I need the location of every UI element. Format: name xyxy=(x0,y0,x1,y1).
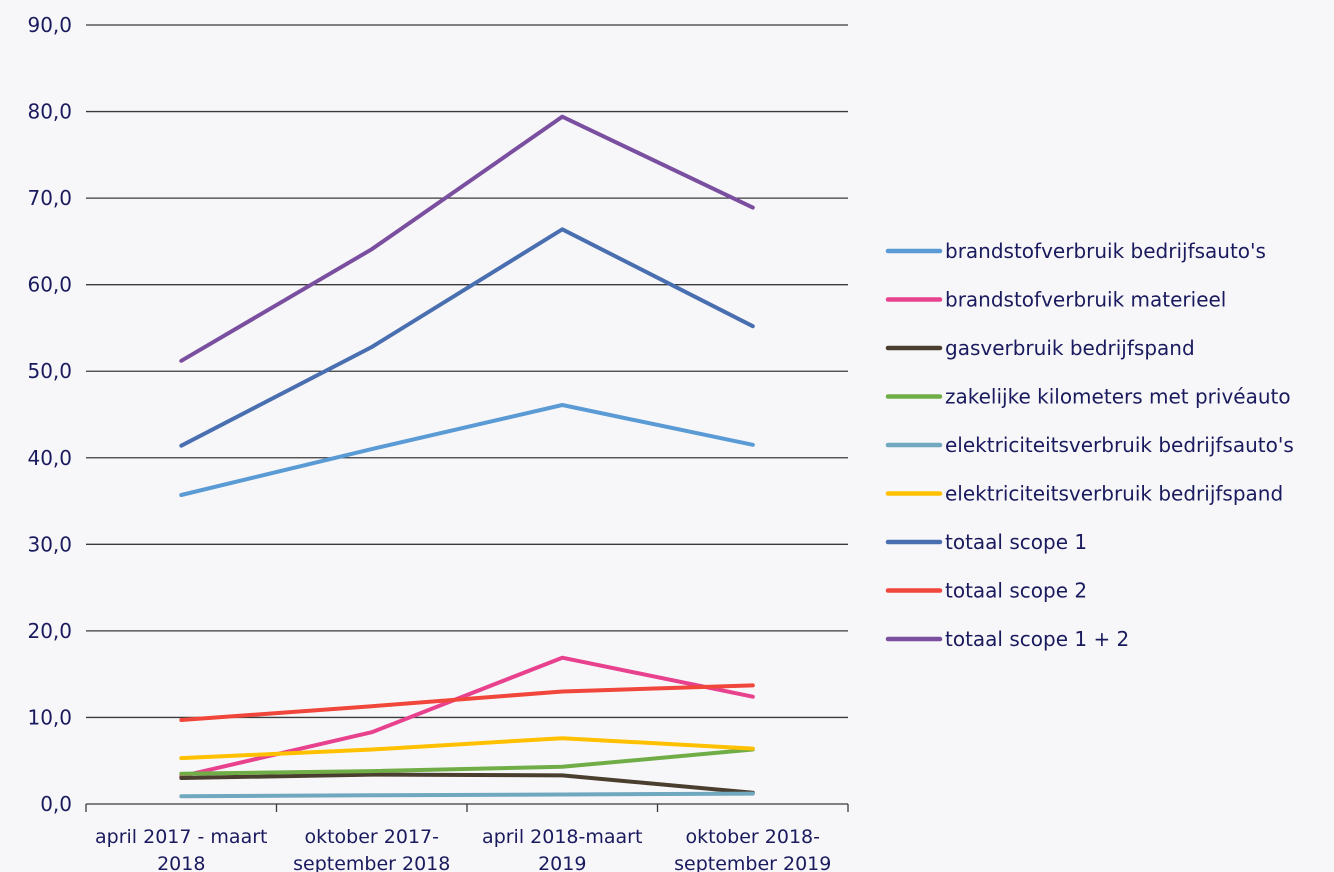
y-axis: 0,0 10,0 20,0 30,0 40,0 50,0 60,0 70,0 80,0 90,0 xyxy=(27,13,72,816)
x-category-label-line: september 2019 xyxy=(674,853,831,872)
x-category-label: april 2017 - maart 2018 xyxy=(95,826,267,872)
series-line xyxy=(179,772,755,795)
legend-label: zakelijke kilometers met privéauto xyxy=(945,385,1291,409)
legend-item: zakelijke kilometers met privéauto xyxy=(885,385,1291,409)
x-category-label: oktober 2017- september 2018 xyxy=(293,826,450,872)
series-line xyxy=(179,736,755,761)
series-line xyxy=(179,683,755,722)
x-category-label-line: april 2017 - maart xyxy=(95,826,267,848)
legend-label: gasverbruik bedrijfspand xyxy=(945,336,1195,360)
legend-label: elektriciteitsverbruik bedrijfsauto's xyxy=(945,433,1294,457)
legend-item: gasverbruik bedrijfspand xyxy=(885,336,1195,360)
y-tick-label: 60,0 xyxy=(27,273,72,297)
x-category-label-line: oktober 2017- xyxy=(304,826,439,848)
series-line xyxy=(179,227,755,448)
legend-item: brandstofverbruik bedrijfsauto's xyxy=(885,239,1266,263)
y-tick-label: 10,0 xyxy=(27,705,72,729)
legend-item: totaal scope 1 + 2 xyxy=(885,627,1129,651)
y-tick-label: 90,0 xyxy=(27,13,72,37)
legend-item: totaal scope 1 xyxy=(885,530,1087,554)
x-category-label: oktober 2018- september 2019 xyxy=(674,826,831,872)
y-tick-label: 30,0 xyxy=(27,532,72,556)
series-line xyxy=(179,114,755,363)
series-lines xyxy=(179,114,755,799)
legend-item: totaal scope 2 xyxy=(885,579,1087,603)
y-tick-label: 20,0 xyxy=(27,619,72,643)
legend-label: totaal scope 2 xyxy=(945,579,1087,603)
series-line xyxy=(179,747,755,776)
series-line xyxy=(179,403,755,497)
legend-label: totaal scope 1 + 2 xyxy=(945,627,1129,651)
legend-item: elektriciteitsverbruik bedrijfsauto's xyxy=(885,433,1294,457)
legend-label: brandstofverbruik materieel xyxy=(945,288,1226,312)
x-category-label-line: 2018 xyxy=(157,853,205,872)
x-axis: april 2017 - maart 2018 oktober 2017- septe… xyxy=(85,804,849,872)
y-tick-label: 70,0 xyxy=(27,186,72,210)
legend-item: brandstofverbruik materieel xyxy=(885,288,1226,312)
y-tick-label: 40,0 xyxy=(27,446,72,470)
x-category-label: april 2018-maart 2019 xyxy=(482,826,642,872)
legend-item: elektriciteitsverbruik bedrijfspand xyxy=(885,482,1283,506)
legend-label: brandstofverbruik bedrijfsauto's xyxy=(945,239,1266,263)
y-tick-label: 50,0 xyxy=(27,359,72,383)
x-category-label-line: september 2018 xyxy=(293,853,450,872)
y-tick-label: 0,0 xyxy=(40,792,72,816)
legend: brandstofverbruik bedrijfsauto's brandsto… xyxy=(885,239,1294,651)
x-category-label-line: oktober 2018- xyxy=(685,826,820,848)
series-line xyxy=(179,791,755,799)
x-category-label-line: 2019 xyxy=(538,853,586,872)
legend-label: totaal scope 1 xyxy=(945,530,1087,554)
legend-label: elektriciteitsverbruik bedrijfspand xyxy=(945,482,1283,506)
x-category-label-line: april 2018-maart xyxy=(482,826,642,848)
y-tick-label: 80,0 xyxy=(27,100,72,124)
